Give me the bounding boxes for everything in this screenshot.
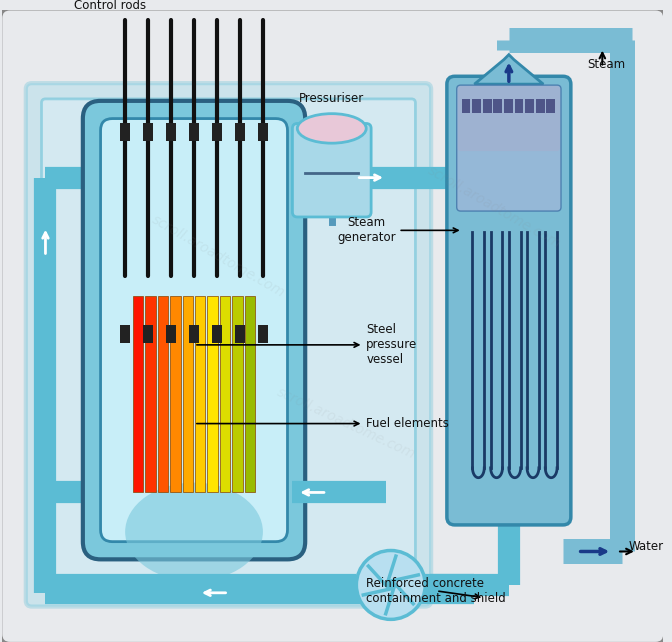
Bar	[482, 99, 492, 113]
Bar	[212, 325, 222, 343]
Bar	[166, 325, 176, 343]
Bar	[120, 123, 130, 141]
Bar	[515, 99, 523, 113]
Bar	[158, 296, 168, 492]
Bar	[143, 325, 153, 343]
Bar	[183, 296, 193, 492]
Bar	[120, 325, 130, 343]
FancyBboxPatch shape	[0, 8, 665, 642]
Text: scroll.aroadtome.com: scroll.aroadtome.com	[275, 385, 418, 462]
FancyBboxPatch shape	[101, 119, 288, 542]
Bar	[235, 123, 245, 141]
Text: Fuel elements: Fuel elements	[197, 417, 449, 430]
Text: Pressuriser: Pressuriser	[299, 92, 364, 105]
FancyBboxPatch shape	[26, 83, 431, 607]
FancyBboxPatch shape	[447, 76, 571, 525]
Bar	[189, 123, 199, 141]
Bar	[233, 296, 243, 492]
Bar	[195, 296, 206, 492]
Bar	[145, 296, 156, 492]
Ellipse shape	[297, 114, 366, 143]
Bar	[133, 296, 143, 492]
Text: Steel
pressure
vessel: Steel pressure vessel	[197, 324, 417, 367]
Text: Steam: Steam	[587, 58, 626, 71]
FancyBboxPatch shape	[458, 86, 560, 151]
Bar	[258, 123, 268, 141]
Text: Steam
generator: Steam generator	[337, 216, 458, 245]
Bar	[504, 99, 513, 113]
Bar	[258, 325, 268, 343]
FancyBboxPatch shape	[292, 123, 371, 217]
Bar	[212, 123, 222, 141]
Polygon shape	[474, 55, 543, 84]
Text: scroll.aroadtome.com: scroll.aroadtome.com	[150, 213, 288, 300]
Text: scroll.aroadtome.com: scroll.aroadtome.com	[425, 163, 563, 251]
Bar	[546, 99, 555, 113]
Bar	[493, 99, 502, 113]
Text: Control rods: Control rods	[75, 0, 146, 12]
Bar	[166, 123, 176, 141]
Ellipse shape	[125, 483, 263, 581]
Bar	[536, 99, 544, 113]
Bar	[220, 296, 230, 492]
Bar	[472, 99, 481, 113]
Bar	[189, 325, 199, 343]
Circle shape	[356, 550, 425, 620]
Bar	[170, 296, 181, 492]
Bar	[143, 123, 153, 141]
Bar	[235, 325, 245, 343]
Text: Water: Water	[629, 540, 664, 553]
Bar	[245, 296, 255, 492]
FancyBboxPatch shape	[83, 101, 305, 559]
FancyBboxPatch shape	[457, 85, 561, 211]
Bar	[208, 296, 218, 492]
FancyBboxPatch shape	[42, 99, 415, 591]
Text: Reinforced concrete
containment and shield: Reinforced concrete containment and shie…	[366, 577, 506, 605]
Circle shape	[386, 580, 396, 590]
Bar	[525, 99, 534, 113]
Bar	[462, 99, 470, 113]
